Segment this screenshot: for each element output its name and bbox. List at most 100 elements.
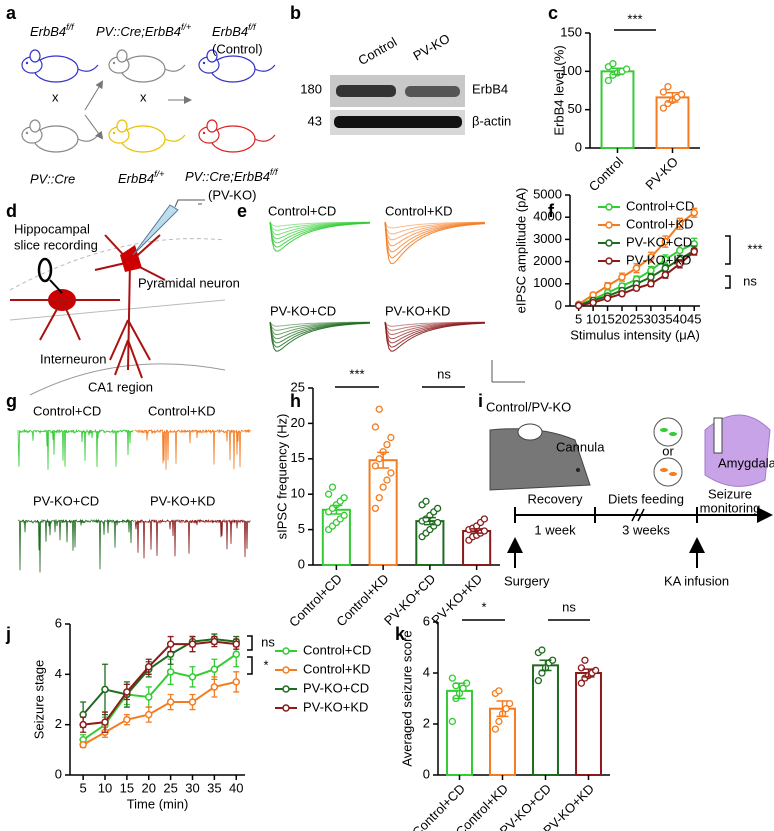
cross: x [140, 89, 147, 104]
timeline-diagram: Control/PV-KO Cannula or Amygdala Recove… [486, 399, 774, 588]
y-tick-label: 0 [575, 139, 582, 154]
trace [384, 321, 486, 352]
group-label: (Control) [212, 41, 263, 56]
bar [600, 70, 635, 149]
y-tick-label: 6 [55, 615, 62, 630]
data-point [375, 405, 383, 413]
data-point [534, 677, 543, 685]
label: Surgery [504, 573, 550, 588]
error-bar [611, 67, 624, 76]
data-point [591, 666, 600, 675]
data-point [340, 494, 348, 502]
x-tick-label: 45 [687, 311, 701, 326]
label: 3 weeks [622, 522, 670, 537]
trace-label: PV-KO+KD [385, 303, 450, 318]
y-tick-label: 4 [55, 666, 62, 681]
y-tick-label: 25 [291, 379, 305, 394]
data-point [661, 255, 670, 264]
group-label: (PV-KO) [208, 187, 256, 202]
legend-label: PV-KO+CD [303, 680, 369, 695]
legend-marker [605, 221, 613, 229]
y-tick-label: 0 [55, 766, 62, 781]
trace [269, 321, 371, 352]
data-point [604, 76, 613, 85]
panel-label: e [237, 201, 247, 221]
label: Control/PV-KO [486, 399, 571, 414]
legend-marker [605, 257, 613, 265]
label: Interneuron [40, 351, 107, 366]
data-point [448, 717, 457, 726]
trace-label: Control+KD [148, 403, 216, 418]
x-tick-label: 15 [120, 780, 134, 795]
data-point [480, 515, 489, 523]
data-point [375, 455, 383, 463]
trace [17, 428, 134, 470]
data-point [340, 511, 348, 520]
y-tick-label: 20 [291, 415, 305, 430]
data-point [375, 494, 383, 502]
data-point [632, 264, 641, 273]
data-point [210, 637, 219, 646]
data-point [647, 253, 655, 261]
label: CA1 region [88, 379, 153, 394]
panel-label: k [395, 624, 406, 644]
x-axis-label: Stimulus intensity (μA) [570, 327, 700, 342]
series-line [82, 653, 237, 741]
error-bar [423, 516, 436, 526]
y-tick-label: 2 [55, 716, 62, 731]
data-point [659, 88, 668, 96]
lane-label: Control [356, 34, 400, 68]
bar [446, 689, 473, 776]
error-bar [453, 682, 466, 700]
data-point [145, 710, 153, 719]
x-tick-label: 35 [658, 311, 672, 326]
genotype-sup: f/f [270, 167, 279, 177]
panel-label: h [290, 391, 301, 411]
data-point [676, 260, 684, 268]
legend-marker [282, 647, 290, 655]
trace-label: Control+CD [33, 403, 101, 418]
genotype-sup: f/f [66, 22, 75, 32]
data-point [690, 209, 698, 217]
panel-label: j [5, 624, 11, 644]
label: slice recording [14, 237, 98, 252]
panel-label: d [6, 201, 17, 221]
bar [489, 707, 516, 777]
label: Diets feeding [608, 491, 684, 506]
data-point [676, 246, 684, 255]
significance-label: *** [747, 241, 762, 256]
y-axis-label: eIPSC amplitude (pA) [513, 188, 528, 314]
significance-label: ns [562, 599, 576, 614]
data-point [422, 497, 430, 505]
data-point [210, 683, 219, 691]
data-point [677, 90, 686, 98]
error-bar [666, 92, 679, 103]
trace [134, 518, 251, 559]
significance-bracket [725, 235, 731, 265]
data-point [188, 640, 197, 648]
x-tick-label: Control [586, 154, 626, 194]
data-point [661, 271, 670, 279]
data-point [647, 266, 655, 275]
data-point [577, 664, 586, 672]
legend-label: Control+KD [303, 661, 371, 676]
data-point [577, 679, 586, 687]
trace [384, 221, 485, 247]
y-tick-label: 4 [423, 664, 430, 679]
significance-label: * [481, 599, 486, 614]
panel-label: c [548, 3, 558, 23]
data-point [145, 663, 153, 671]
data-point [383, 476, 391, 484]
y-tick-label: 5 [298, 521, 305, 536]
genotype: PV::Cre;ErbB4 [185, 169, 270, 184]
data-point [505, 699, 514, 708]
label: Recovery [528, 491, 583, 506]
y-tick-label: 50 [568, 101, 582, 116]
y-tick-label: 100 [560, 63, 582, 78]
bar [532, 664, 559, 776]
legend-label: Control+KD [626, 216, 694, 231]
genotype: ErbB4f/+ [118, 169, 164, 186]
label: Cannula [556, 439, 605, 454]
label: or [662, 443, 674, 458]
band-label: ErbB4 [472, 81, 508, 96]
